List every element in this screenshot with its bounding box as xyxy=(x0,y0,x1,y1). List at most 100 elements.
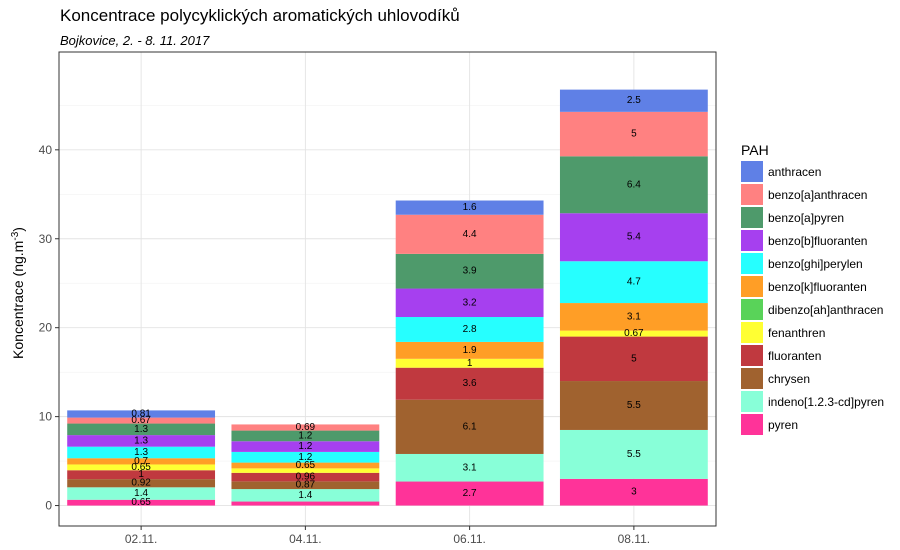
legend-label: fenanthren xyxy=(768,326,825,340)
legend-title: PAH xyxy=(741,142,769,158)
segment-label: 2.7 xyxy=(463,488,477,499)
bar-segment xyxy=(231,481,380,490)
segment-label: 1.6 xyxy=(463,202,477,213)
segment-label: 0.96 xyxy=(296,472,316,483)
segment-label: 5.5 xyxy=(627,400,641,411)
segment-label: 1 xyxy=(467,358,473,369)
legend-label: benzo[ghi]perylen xyxy=(768,257,863,271)
segment-labels: 0.651.40.9210.650.71.31.31.30.670.811.40… xyxy=(131,95,644,508)
segment-label: 0.92 xyxy=(131,478,151,489)
segment-label: 1.4 xyxy=(134,488,148,499)
legend: PAH anthracen benzo[a]anthracen benzo[a]py… xyxy=(741,142,884,435)
bar-segment xyxy=(559,381,708,430)
bar-segment xyxy=(231,462,380,469)
x-tick-label: 08.11. xyxy=(618,532,650,546)
segment-label: 1.3 xyxy=(134,424,148,435)
bar-segment xyxy=(559,330,708,337)
bar-segment xyxy=(395,358,544,368)
legend-label: fluoranten xyxy=(768,349,821,363)
bar-segment xyxy=(67,464,216,471)
segment-label: 1.3 xyxy=(134,447,148,458)
segment-label: 2.5 xyxy=(627,95,641,106)
segment-label: 1.9 xyxy=(463,345,477,356)
segment-label: 0.7 xyxy=(134,456,148,467)
bar-segment xyxy=(395,214,544,254)
bar-segment xyxy=(231,424,380,431)
legend-swatch xyxy=(741,207,763,228)
segment-label: 6.1 xyxy=(463,421,477,432)
segment-label: 5 xyxy=(631,353,637,364)
legend-swatch xyxy=(741,276,763,297)
segment-label: 3.2 xyxy=(463,297,477,308)
bar-segment xyxy=(231,430,380,442)
plot-frame xyxy=(58,51,717,527)
legend-label: indeno[1.2.3-cd]pyren xyxy=(768,395,884,409)
legend-label: anthracen xyxy=(768,165,821,179)
axes: 0 10 20 30 40 02.11. 04.11. 06.11. 08.11. xyxy=(39,143,650,546)
x-tick-label: 06.11. xyxy=(453,532,485,546)
legend-label: benzo[b]fluoranten xyxy=(768,234,867,248)
bar-segment xyxy=(395,399,544,454)
segment-label: 5.5 xyxy=(627,449,641,460)
segment-label: 1 xyxy=(138,469,144,480)
chart-subtitle: Bojkovice, 2. - 8. 11. 2017 xyxy=(60,33,210,48)
bar-segment xyxy=(395,253,544,289)
segment-label: 0.65 xyxy=(131,497,151,508)
legend-label: benzo[a]pyren xyxy=(768,211,844,225)
segment-label: 3.1 xyxy=(463,462,477,473)
bar-segment xyxy=(67,499,216,506)
bar-segment xyxy=(395,341,544,359)
segment-label: 0.67 xyxy=(131,415,151,426)
legend-label: chrysen xyxy=(768,372,810,386)
segment-label: 0.65 xyxy=(296,460,316,471)
segment-label: 4.7 xyxy=(627,277,641,288)
bars xyxy=(67,89,708,506)
y-tick-label: 40 xyxy=(39,143,53,157)
bar-segment xyxy=(559,111,708,157)
legend-swatch xyxy=(741,391,763,412)
segment-label: 2.8 xyxy=(463,324,477,335)
bar-segment xyxy=(395,481,544,506)
bar-segment xyxy=(395,317,544,342)
bar-segment xyxy=(559,336,708,382)
segment-label: 0.69 xyxy=(296,422,316,433)
bar-segment xyxy=(231,489,380,502)
legend-swatch xyxy=(741,184,763,205)
legend-swatch xyxy=(741,345,763,366)
bar-segment xyxy=(67,446,216,459)
bar-segment xyxy=(395,453,544,482)
segment-label: 0.81 xyxy=(131,408,151,419)
legend-label: pyren xyxy=(768,418,798,432)
segment-label: 0.87 xyxy=(296,480,316,491)
segment-label: 1.2 xyxy=(298,430,312,441)
chart-title: Koncentrace polycyklických aromatických … xyxy=(60,6,460,25)
bar-segment xyxy=(67,417,216,424)
legend-label: benzo[a]anthracen xyxy=(768,188,867,202)
legend-label: benzo[k]fluoranten xyxy=(768,280,867,294)
segment-label: 3.9 xyxy=(463,266,477,277)
y-tick-label: 0 xyxy=(45,499,52,513)
legend-swatch xyxy=(741,322,763,343)
bar-segment xyxy=(395,288,544,318)
x-tick-label: 04.11. xyxy=(289,532,321,546)
segment-label: 6.4 xyxy=(627,179,641,190)
legend-swatch xyxy=(741,161,763,182)
bar-segment xyxy=(67,487,216,500)
legend-swatch xyxy=(741,230,763,251)
segment-label: 1.2 xyxy=(298,441,312,452)
segment-label: 1.4 xyxy=(298,490,312,501)
bar-segment xyxy=(559,429,708,479)
segment-label: 5 xyxy=(631,129,637,140)
segment-label: 0.65 xyxy=(131,462,151,473)
segment-label: 4.4 xyxy=(463,229,477,240)
bar-segment xyxy=(231,468,380,473)
bar-segment xyxy=(67,423,216,436)
bar-segment xyxy=(67,458,216,465)
bar-segment xyxy=(231,441,380,452)
y-tick-label: 20 xyxy=(39,321,53,335)
bar-segment xyxy=(67,479,216,488)
bar-segment xyxy=(67,410,216,418)
y-tick-label: 10 xyxy=(39,410,53,424)
legend-swatch xyxy=(741,414,763,435)
segment-label: 3.6 xyxy=(463,378,477,389)
